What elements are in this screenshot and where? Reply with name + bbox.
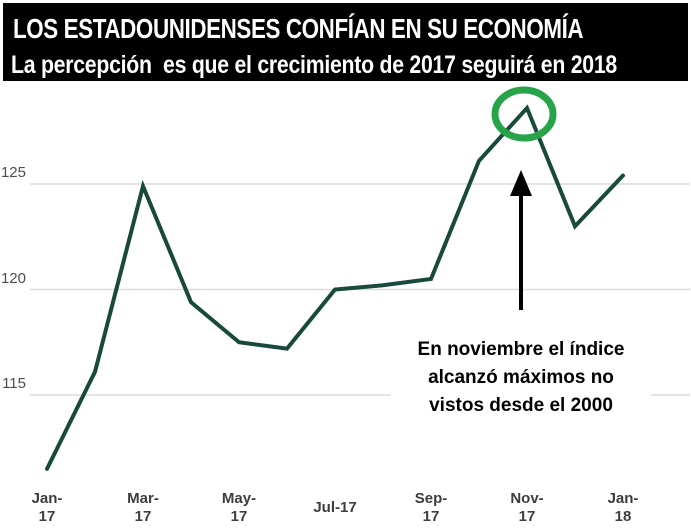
arrow-head-icon — [510, 170, 532, 196]
y-tick-label-125: 125 — [0, 164, 26, 181]
x-tick-label-Sep-17: Sep- 17 — [414, 490, 448, 525]
y-tick-label-120: 120 — [0, 269, 26, 287]
x-tick-label-Jan-18: Jan- 18 — [607, 490, 639, 525]
confidence-line-series — [45, 104, 625, 471]
annotation-line-3: vistos desde el 2000 — [429, 395, 613, 416]
subtitle: La percepción es que el crecimiento de 2… — [11, 51, 617, 79]
y-tick-label-115: 115 — [2, 375, 26, 392]
peak-highlight-circle — [491, 86, 557, 142]
x-tick-label-Jul-17: Jul-17 — [313, 499, 357, 516]
annotation-line-2: alcanzó máximos no — [428, 367, 614, 388]
x-tick-label-Jan-17: Jan- 17 — [31, 490, 63, 525]
annotation-text: En noviembre el índice alcanzó máximos no… — [391, 336, 651, 420]
x-tick-label-Mar-17: Mar- 17 — [127, 490, 159, 525]
header-banner: LOS ESTADOUNIDENSES CONFÍAN EN SU ECONOM… — [3, 3, 688, 81]
annotation-arrow — [510, 170, 532, 310]
x-tick-label-May-17: May- 17 — [221, 490, 257, 525]
annotation-line-1: En noviembre el índice — [417, 339, 625, 360]
main-title: LOS ESTADOUNIDENSES CONFÍAN EN SU ECONOM… — [13, 13, 584, 44]
x-tick-label-Nov-17: Nov- 17 — [510, 490, 544, 525]
